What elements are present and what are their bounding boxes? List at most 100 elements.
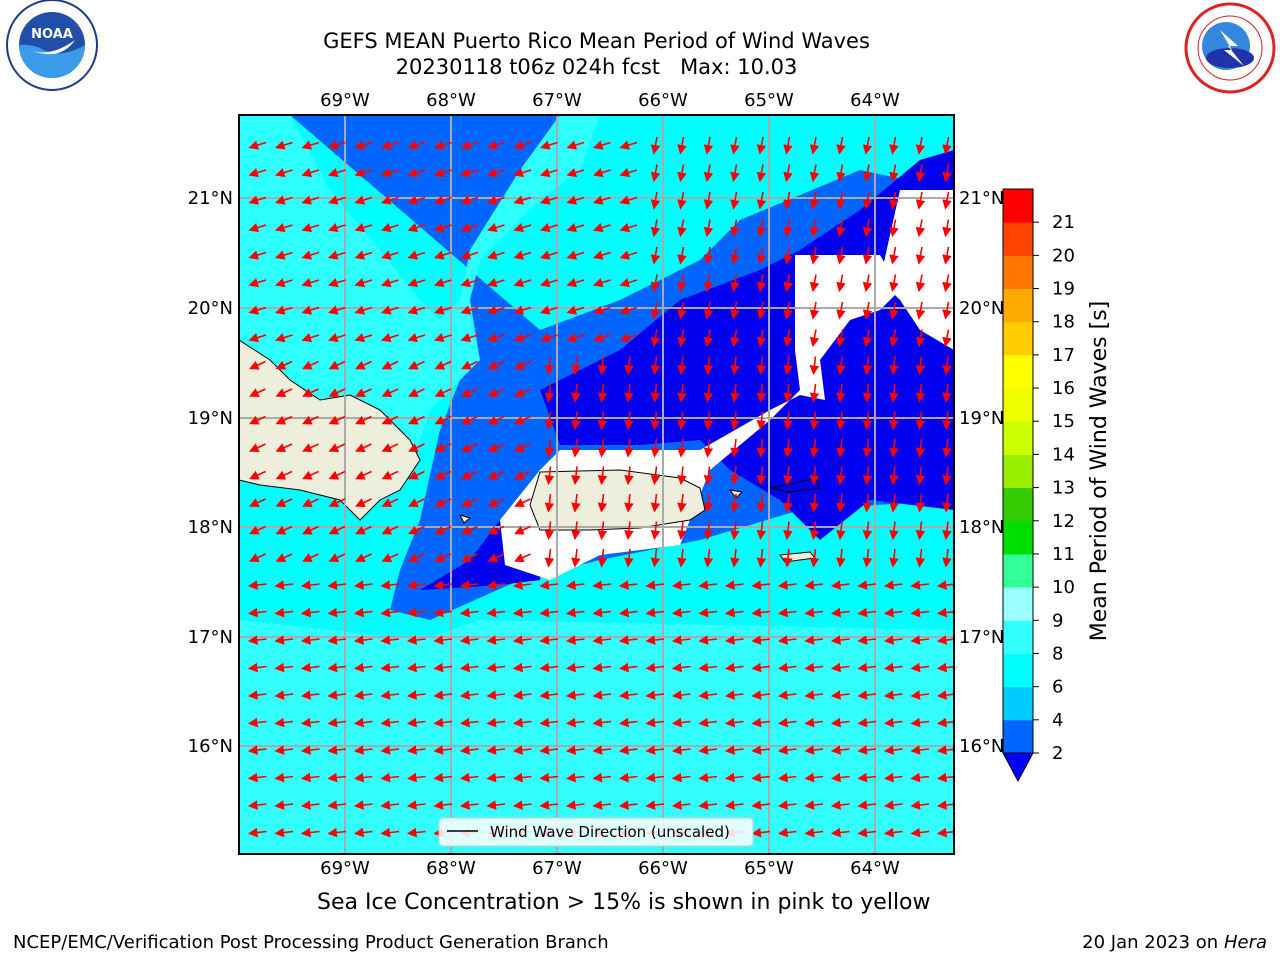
wind-wave-arrow (777, 745, 797, 755)
wind-wave-arrow (487, 525, 505, 535)
wind-wave-arrow (408, 360, 425, 370)
wind-wave-arrow (513, 195, 532, 205)
wind-wave-arrow (756, 493, 767, 513)
wind-wave-arrow (783, 356, 793, 376)
wind-wave-arrow (434, 470, 452, 480)
colorbar-label: Mean Period of Wind Waves [s] (1087, 301, 1112, 641)
wind-wave-arrow (380, 745, 400, 755)
wind-wave-arrow (804, 690, 824, 700)
wind-wave-arrow (249, 388, 266, 397)
colorbar-segment (1003, 487, 1033, 522)
colorbar-segment (1003, 222, 1033, 256)
wind-wave-arrow (645, 607, 665, 618)
wind-wave-arrow (275, 443, 293, 452)
wind-wave-arrow (512, 580, 532, 590)
wind-wave-arrow (756, 329, 767, 348)
wind-wave-arrow (487, 415, 505, 425)
wind-wave-arrow (650, 164, 661, 183)
wind-wave-arrow (486, 223, 505, 233)
wind-wave-arrow (275, 525, 293, 535)
wind-wave-arrow (355, 553, 372, 562)
colorbar-segment (1003, 421, 1033, 455)
wind-wave-arrow (619, 223, 638, 233)
wind-wave-arrow (592, 690, 612, 700)
wind-wave-arrow (302, 360, 319, 370)
wind-wave-arrow (830, 800, 850, 810)
wind-wave-arrow (836, 411, 846, 431)
wind-wave-arrow (650, 301, 661, 320)
wind-wave-arrow (353, 745, 373, 755)
wind-wave-arrow (698, 745, 718, 755)
wind-wave-arrow (274, 745, 294, 755)
wind-wave-arrow (565, 717, 585, 728)
colorbar-segment (1003, 520, 1033, 555)
wind-wave-arrow (756, 246, 767, 265)
wind-wave-arrow (677, 164, 687, 183)
wind-wave-arrow (408, 525, 425, 535)
wind-wave-arrow (777, 635, 797, 645)
wind-wave-arrow (936, 662, 954, 673)
wind-wave-arrow (650, 493, 661, 513)
wind-wave-arrow (724, 745, 744, 755)
wind-wave-arrow (783, 301, 793, 320)
wind-wave-arrow (514, 443, 531, 452)
wind-wave-arrow (406, 800, 426, 810)
wind-wave-arrow (592, 772, 612, 783)
colorbar-segment (1003, 354, 1033, 389)
wind-wave-arrow (407, 305, 426, 315)
colorbar-tick-label: 13 (1052, 478, 1075, 499)
wind-wave-arrow (910, 745, 930, 755)
wind-wave-arrow (539, 140, 558, 150)
wind-wave-arrow (433, 278, 452, 288)
wind-wave-arrow (300, 690, 320, 700)
wind-wave-arrow (486, 305, 505, 315)
wind-wave-arrow (461, 498, 478, 507)
wind-wave-arrow (836, 164, 846, 183)
wind-wave-arrow (514, 470, 531, 480)
wind-wave-arrow (777, 800, 797, 810)
wind-wave-arrow (730, 301, 740, 320)
colorbar-segment (1003, 620, 1033, 654)
wind-wave-arrow (592, 168, 611, 178)
wind-wave-arrow (381, 415, 399, 425)
wind-wave-arrow (942, 164, 952, 183)
wind-wave-arrow (915, 383, 926, 403)
wind-wave-arrow (355, 525, 372, 535)
wind-wave-arrow (698, 580, 718, 590)
wind-wave-arrow (862, 329, 873, 348)
wind-wave-arrow (300, 800, 320, 810)
wind-wave-arrow (459, 607, 479, 618)
wind-wave-arrow (730, 274, 740, 293)
wind-wave-arrow (809, 274, 820, 293)
wind-wave-arrow (936, 800, 954, 810)
wind-wave-arrow (783, 274, 793, 293)
wind-wave-arrow (619, 140, 638, 150)
map-legend: Wind Wave Direction (unscaled) (438, 817, 754, 847)
wind-wave-arrow (730, 548, 740, 568)
wind-wave-arrow (301, 195, 320, 205)
wind-wave-arrow (889, 548, 899, 568)
wind-wave-arrow (698, 635, 718, 645)
wind-wave-arrow (302, 388, 319, 397)
wind-wave-arrow (460, 223, 479, 233)
wind-wave-arrow (618, 662, 638, 673)
wind-wave-arrow (883, 662, 903, 673)
wind-wave-arrow (862, 466, 873, 486)
wind-wave-arrow (756, 548, 767, 568)
wind-wave-arrow (544, 521, 555, 541)
wind-wave-arrow (514, 525, 531, 535)
wind-wave-arrow (910, 800, 930, 810)
wind-wave-arrow (354, 168, 373, 178)
wind-wave-arrow (671, 607, 691, 618)
colorbar-tick-label: 14 (1052, 444, 1075, 465)
wind-wave-arrow (406, 690, 426, 700)
wind-wave-arrow (487, 360, 505, 370)
wind-wave-arrow (301, 333, 320, 343)
wind-wave-arrow (328, 443, 346, 452)
wind-wave-arrow (783, 521, 793, 541)
wind-wave-arrow (434, 553, 452, 562)
wind-wave-arrow (618, 580, 638, 590)
wind-wave-arrow (486, 635, 506, 645)
wind-wave-arrow (618, 800, 638, 810)
wind-wave-arrow (942, 191, 952, 210)
